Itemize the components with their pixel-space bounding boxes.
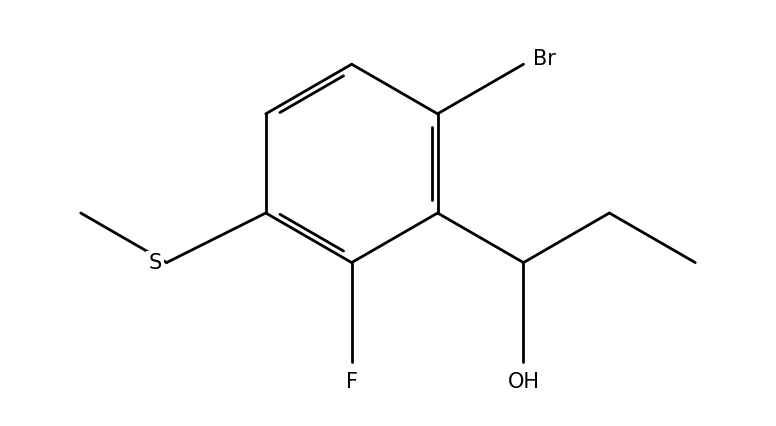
Text: Br: Br [533,49,556,69]
Text: OH: OH [508,372,539,391]
Text: F: F [345,372,358,391]
Text: S: S [148,253,161,273]
